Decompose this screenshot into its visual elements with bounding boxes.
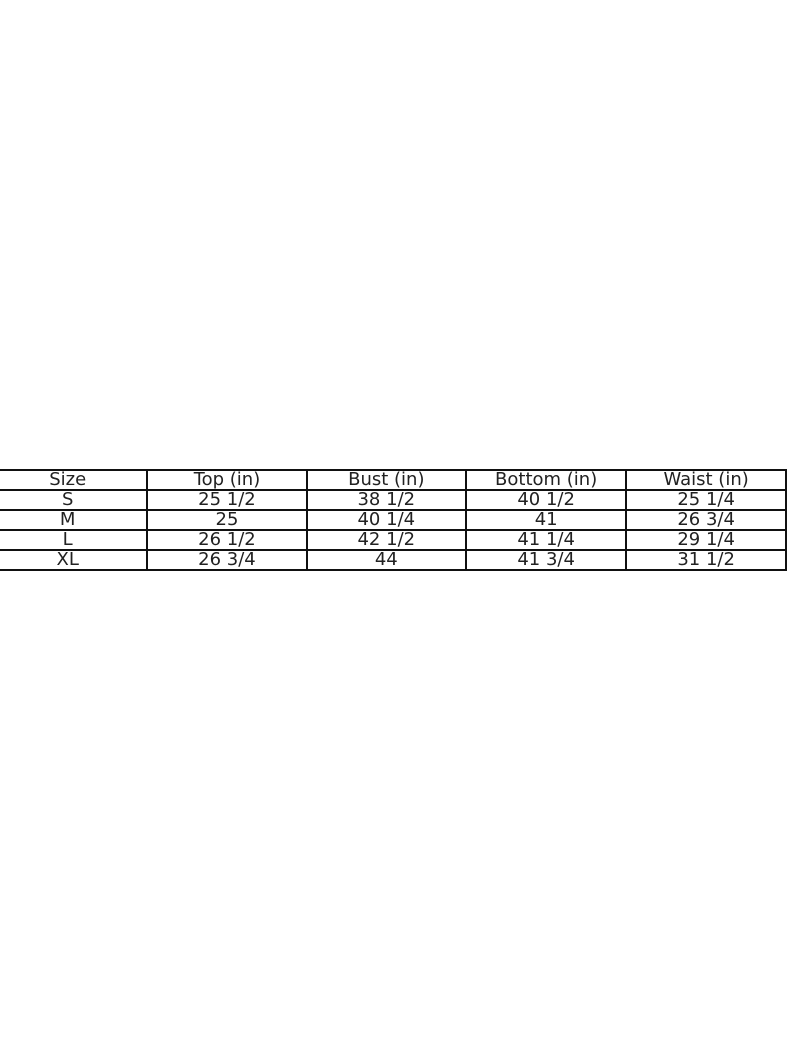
table-cell: 29 1/4 <box>625 529 787 551</box>
table-cell: 31 1/2 <box>625 549 787 571</box>
header-top: Top (in) <box>146 469 308 491</box>
header-size: Size <box>0 469 149 491</box>
table-cell: 42 1/2 <box>305 529 468 551</box>
table-cell: L <box>0 529 149 551</box>
header-bust: Bust (in) <box>305 469 468 491</box>
table-cell: 26 3/4 <box>146 549 308 571</box>
table-cell: 40 1/2 <box>465 489 628 511</box>
table-cell: M <box>0 509 149 531</box>
table-row: S 25 1/2 38 1/2 40 1/2 25 1/4 <box>0 489 787 511</box>
header-bottom: Bottom (in) <box>465 469 628 491</box>
header-row: Size Top (in) Bust (in) Bottom (in) Wais… <box>0 469 787 491</box>
table-cell: 38 1/2 <box>305 489 468 511</box>
table-cell: 25 1/4 <box>625 489 787 511</box>
table-cell: 41 3/4 <box>465 549 628 571</box>
table-row: M 25 40 1/4 41 26 3/4 <box>0 509 787 531</box>
table-cell: 40 1/4 <box>305 509 468 531</box>
table-cell: XL <box>0 549 149 571</box>
table-cell: 25 <box>146 509 308 531</box>
size-chart-table: Size Top (in) Bust (in) Bottom (in) Wais… <box>0 469 787 571</box>
table-cell: 25 1/2 <box>146 489 308 511</box>
table-row: XL 26 3/4 44 41 3/4 31 1/2 <box>0 549 787 571</box>
table-cell: 26 3/4 <box>625 509 787 531</box>
table-cell: S <box>0 489 149 511</box>
header-waist: Waist (in) <box>625 469 787 491</box>
table-cell: 41 <box>465 509 628 531</box>
table-row: L 26 1/2 42 1/2 41 1/4 29 1/4 <box>0 529 787 551</box>
table-cell: 41 1/4 <box>465 529 628 551</box>
table-cell: 26 1/2 <box>146 529 308 551</box>
table-cell: 44 <box>305 549 468 571</box>
